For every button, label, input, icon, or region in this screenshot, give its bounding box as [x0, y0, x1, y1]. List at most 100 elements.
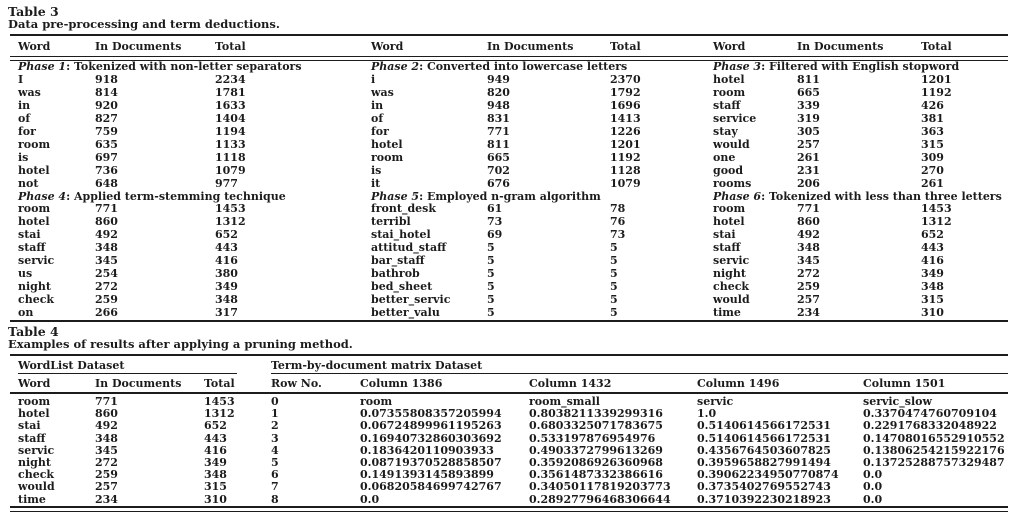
t3-cell: good — [713, 163, 744, 177]
matrix-cell: 0.28927796468306644 — [529, 492, 671, 506]
t3-cell: night — [18, 280, 51, 294]
t3-cell: 443 — [215, 241, 238, 255]
table3-header-rule — [10, 56, 1008, 61]
t3-cell: 1696 — [610, 98, 641, 112]
t3-cell: 348 — [921, 280, 944, 294]
matrix-cell: 0.8038211339299316 — [529, 407, 663, 421]
t3-cell: 1133 — [215, 137, 246, 151]
t3-header-group: Word In Documents Total — [371, 36, 695, 56]
wordlist-cell: 315 — [204, 480, 227, 494]
t3-cell: on — [18, 306, 34, 320]
t3-cell: not — [18, 176, 39, 190]
matrix-cell: 0.34050117819203773 — [529, 480, 671, 494]
t3-cell: 759 — [95, 124, 118, 138]
t3-cell: 1226 — [610, 124, 641, 138]
t3-cell: room — [18, 202, 51, 216]
t3-cell: 1079 — [610, 176, 641, 190]
matrix-cell: 7 — [271, 480, 279, 494]
matrix-cell: 0.3592086926360968 — [529, 456, 663, 470]
t3-body-group: Phase 2: Converted into lowercase letter… — [371, 60, 695, 320]
t3-cell: 73 — [610, 228, 626, 242]
t3-cell: 1781 — [215, 85, 246, 99]
t3-cell: 380 — [215, 267, 238, 281]
t3-cell: stay — [713, 124, 738, 138]
t3-cell: 665 — [797, 85, 820, 99]
t3-cell: 736 — [95, 163, 118, 177]
wordlist-cell: 257 — [95, 480, 118, 494]
phase-header: Phase 3: Filtered with English stopword — [713, 60, 1008, 74]
t3-cell: 61 — [487, 202, 503, 216]
t3-cell: in — [18, 98, 31, 112]
t3-cell: service — [713, 111, 757, 125]
t3-cell: hotel — [18, 163, 50, 177]
t3-cell: 1413 — [610, 111, 641, 125]
t3-column-header: Word — [713, 40, 746, 53]
t3-cell: 1192 — [921, 85, 952, 99]
wordlist-column-header: Word — [18, 377, 51, 391]
t3-cell: 771 — [487, 124, 510, 138]
t3-cell: hotel — [713, 215, 745, 229]
matrix-cell: 1 — [271, 407, 279, 421]
t3-cell: servic — [713, 254, 750, 268]
table3-title: Table 3 — [8, 4, 59, 19]
t3-cell: 443 — [921, 241, 944, 255]
t3-cell: 1404 — [215, 111, 246, 125]
matrix-column-header: Column 1501 — [863, 377, 946, 391]
wordlist-cell: check — [18, 468, 55, 482]
t3-cell: rooms — [713, 176, 752, 190]
matrix-cell: 0.0 — [863, 480, 883, 494]
t3-cell: in — [371, 98, 384, 112]
t3-cell: was — [18, 85, 41, 99]
t3-cell: 860 — [797, 215, 820, 229]
phase-name: Phase 4 — [18, 189, 67, 203]
t3-cell: bathrob — [371, 267, 420, 281]
t3-cell: stai_hotel — [371, 228, 431, 242]
t3-cell: 5 — [487, 254, 495, 268]
matrix-cell: 0.4356764503607825 — [697, 443, 831, 457]
t3-cell: 2234 — [215, 72, 246, 86]
wordlist-cell: room — [18, 395, 51, 409]
table3-caption: Data pre-processing and term deductions. — [8, 17, 280, 31]
matrix-cell: 0.5140614566172531 — [697, 431, 831, 445]
table4-header-rule — [10, 392, 1008, 395]
t3-cell: 348 — [95, 241, 118, 255]
t3-cell: 492 — [95, 228, 118, 242]
t3-cell: 827 — [95, 111, 118, 125]
t3-cell: 492 — [797, 228, 820, 242]
matrix-cell: 0.13806254215922176 — [863, 443, 1005, 457]
wordlist-cell: servic — [18, 443, 55, 457]
phase-description: : Applied term-stemming technique — [66, 189, 286, 203]
t3-cell: 363 — [921, 124, 944, 138]
t3-cell: hotel — [371, 137, 403, 151]
matrix-cell: 0.39062234950770874 — [697, 468, 839, 482]
t3-cell: 1453 — [215, 202, 246, 216]
matrix-cell: 3 — [271, 431, 279, 445]
t3-column-header: Total — [610, 40, 641, 53]
t3-cell: 1194 — [215, 124, 246, 138]
t3-cell: 69 — [487, 228, 503, 242]
t3-cell: one — [713, 150, 736, 164]
t3-cell: better_servic — [371, 293, 451, 307]
t3-cell: 257 — [797, 137, 820, 151]
matrix-column-header: Column 1432 — [529, 377, 612, 391]
t3-cell: of — [18, 111, 31, 125]
t3-cell: 259 — [95, 293, 118, 307]
t3-cell: hotel — [18, 215, 50, 229]
phase-name: Phase 5 — [371, 189, 420, 203]
wordlist-cell: 348 — [95, 431, 118, 445]
t3-cell: bar_staff — [371, 254, 425, 268]
phase-header: Phase 5: Employed n-gram algorithm — [371, 189, 695, 204]
t3-cell: 977 — [215, 176, 238, 190]
t3-cell: bed_sheet — [371, 280, 433, 294]
t3-cell: is — [371, 163, 382, 177]
t3-cell: 1201 — [921, 72, 952, 86]
t3-cell: 811 — [487, 137, 510, 151]
t3-cell: for — [371, 124, 389, 138]
matrix-cell: 0.3710392230218923 — [697, 492, 831, 506]
t3-cell: 920 — [95, 98, 118, 112]
t3-cell: 426 — [921, 98, 944, 112]
t3-cell: 345 — [797, 254, 820, 268]
wordlist-cell: 234 — [95, 492, 118, 506]
t3-cell: 317 — [215, 306, 238, 320]
wordlist-cell: would — [18, 480, 55, 494]
